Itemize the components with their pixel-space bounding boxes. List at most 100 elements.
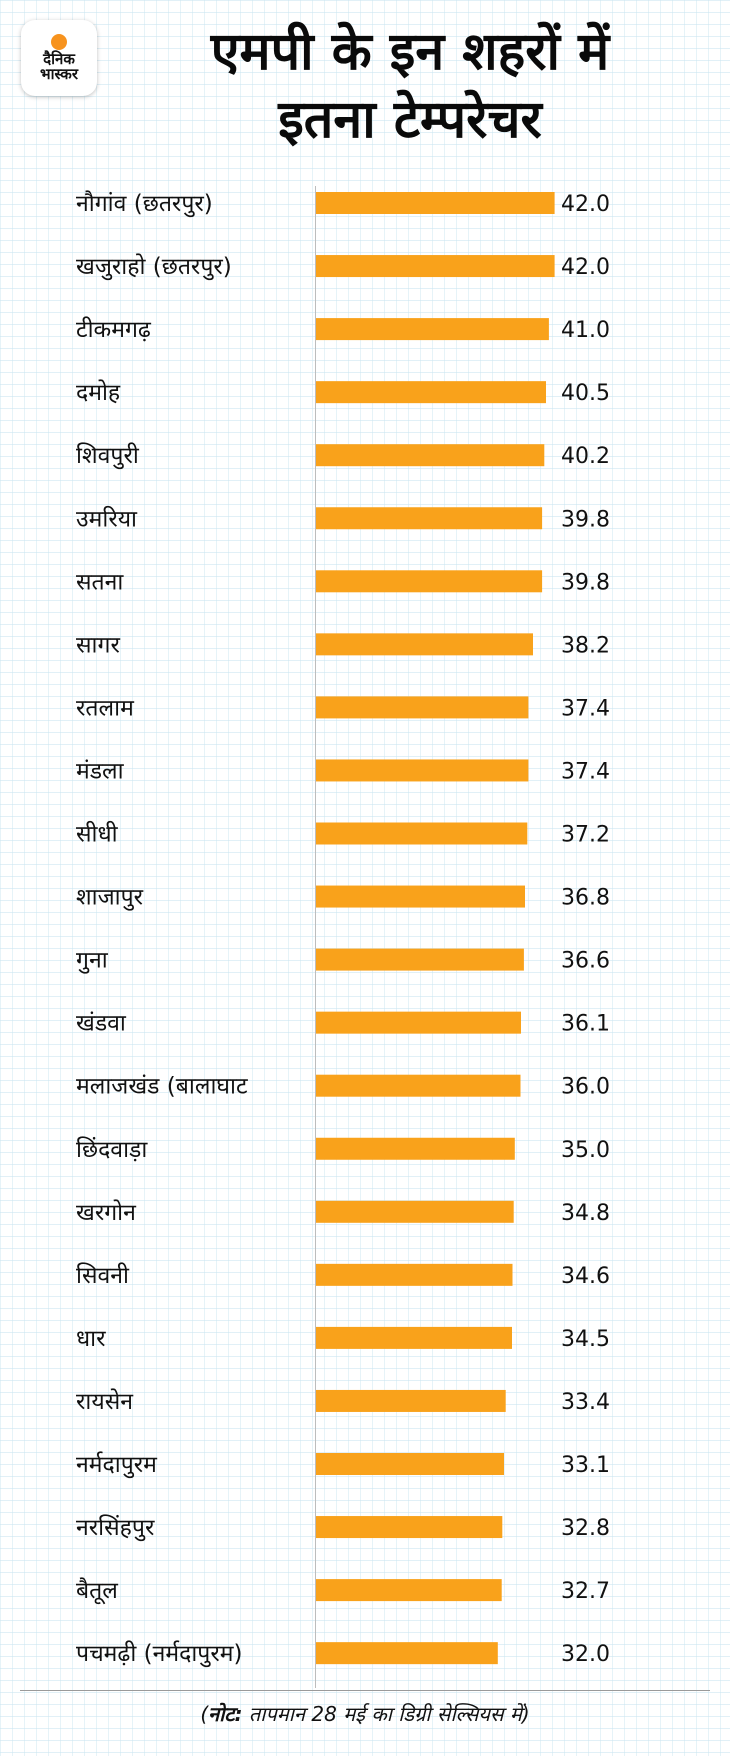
value-label: 36.6	[561, 949, 610, 974]
bar-row: धार 34.5	[76, 1326, 610, 1352]
category-label: छिंदवाड़ा	[76, 1136, 148, 1163]
dainik-bhaskar-logo: दैनिक भास्कर	[21, 20, 97, 96]
bar-row: छिंदवाड़ा 35.0	[76, 1136, 610, 1163]
logo-text-line1: दैनिक	[43, 50, 75, 68]
value-label: 40.2	[561, 444, 610, 469]
bar	[316, 633, 533, 656]
category-label: सीधी	[76, 821, 119, 848]
value-label: 32.7	[561, 1579, 610, 1604]
sun-icon	[51, 34, 67, 50]
value-label: 34.6	[561, 1264, 610, 1289]
bar-row: शाजापुर 36.8	[76, 885, 610, 912]
value-label: 37.2	[561, 823, 610, 848]
bar-row: खंडवा 36.1	[76, 1011, 610, 1037]
bar	[316, 570, 543, 593]
note-text: तापमान 28 मई का डिग्री सेल्सियस में)	[242, 1702, 530, 1726]
note-open-paren: (	[200, 1702, 209, 1726]
value-label: 33.1	[561, 1453, 610, 1478]
category-label: टीकमगढ़	[76, 316, 152, 343]
bar	[316, 1263, 513, 1286]
value-label: 38.2	[561, 633, 610, 658]
category-label: शाजापुर	[76, 885, 144, 912]
value-label: 37.4	[561, 696, 610, 721]
category-label: मलाजखंड (बालाघाट	[76, 1074, 248, 1100]
bar-row: उमरिया 39.8	[76, 505, 610, 532]
note-label: नोट:	[208, 1702, 243, 1726]
category-label: शिवपुरी	[76, 442, 140, 470]
category-label: सतना	[76, 569, 124, 595]
value-label: 32.8	[561, 1516, 610, 1541]
category-label: पचमढ़ी (नर्मदापुरम)	[76, 1640, 243, 1668]
bar	[316, 1642, 498, 1665]
bar-row: सिवनी 34.6	[76, 1262, 610, 1289]
logo-text-line2: भास्कर	[40, 65, 78, 83]
title-line-2: इतना टेम्परेचर	[278, 90, 542, 150]
category-label: खजुराहो (छतरपुर)	[76, 253, 232, 281]
bar	[316, 1137, 515, 1160]
value-label: 34.5	[561, 1327, 610, 1352]
bar-row: बैतूल 32.7	[76, 1577, 610, 1605]
bar-row: खरगोन 34.8	[76, 1199, 610, 1226]
bar-row: सागर 38.2	[76, 632, 610, 658]
value-label: 36.0	[561, 1075, 610, 1100]
category-label: खंडवा	[76, 1011, 127, 1037]
bar-row: मंडला 37.4	[76, 758, 610, 784]
bar	[316, 1011, 521, 1034]
category-label: दमोह	[76, 379, 121, 406]
value-label: 40.5	[561, 381, 610, 406]
category-label: रायसेन	[76, 1388, 134, 1415]
bar	[316, 1389, 506, 1412]
value-label: 35.0	[561, 1138, 610, 1163]
bar-row: खजुराहो (छतरपुर) 42.0	[76, 253, 610, 281]
bar-row: शिवपुरी 40.2	[76, 442, 610, 470]
category-label: नौगांव (छतरपुर)	[76, 190, 213, 218]
bar-row: नौगांव (छतरपुर) 42.0	[76, 190, 610, 218]
bar-row: नरसिंहपुर 32.8	[76, 1514, 610, 1542]
bar	[316, 1326, 512, 1349]
category-label: खरगोन	[76, 1199, 137, 1226]
category-label: रतलाम	[76, 695, 135, 721]
bar	[316, 255, 555, 278]
bar	[316, 759, 529, 782]
category-label: उमरिया	[76, 505, 138, 532]
bar-row: गुना 36.6	[76, 948, 610, 975]
bar	[316, 885, 525, 908]
bar	[316, 381, 546, 404]
value-label: 33.4	[561, 1390, 610, 1415]
category-label: नरसिंहपुर	[76, 1514, 155, 1542]
bar-row: पचमढ़ी (नर्मदापुरम) 32.0	[76, 1640, 610, 1668]
bar-row: टीकमगढ़ 41.0	[76, 316, 610, 343]
bar	[316, 822, 528, 845]
bar	[316, 1074, 521, 1097]
category-label: सिवनी	[76, 1262, 130, 1289]
bar-row: दमोह 40.5	[76, 379, 610, 406]
bar-row: मलाजखंड (बालाघाट 36.0	[76, 1074, 610, 1100]
bar	[316, 1200, 514, 1223]
value-label: 42.0	[561, 192, 610, 217]
bar	[316, 948, 524, 971]
bar-row: रतलाम 37.4	[76, 695, 610, 721]
value-label: 39.8	[561, 570, 610, 595]
value-label: 32.0	[561, 1642, 610, 1667]
category-label: सागर	[76, 632, 120, 658]
value-label: 39.8	[561, 507, 610, 532]
bar-row: सीधी 37.2	[76, 821, 610, 848]
category-label: धार	[76, 1326, 106, 1352]
bar	[316, 192, 555, 214]
bar-row: सतना 39.8	[76, 569, 610, 595]
category-label: नर्मदापुरम	[76, 1451, 158, 1479]
bar	[316, 1453, 504, 1475]
value-label: 36.1	[561, 1012, 610, 1037]
value-label: 42.0	[561, 255, 610, 280]
value-label: 41.0	[561, 318, 610, 343]
footnote: (नोट: तापमान 28 मई का डिग्री सेल्सियस मे…	[0, 1700, 730, 1727]
category-label: बैतूल	[76, 1577, 118, 1605]
bar	[316, 696, 529, 719]
title-line-1: एमपी के इन शहरों में	[210, 22, 610, 82]
value-label: 34.8	[561, 1201, 610, 1226]
category-label: गुना	[76, 948, 109, 975]
bar-row: नर्मदापुरम 33.1	[76, 1451, 610, 1479]
bar	[316, 1516, 503, 1539]
value-label: 36.8	[561, 886, 610, 911]
